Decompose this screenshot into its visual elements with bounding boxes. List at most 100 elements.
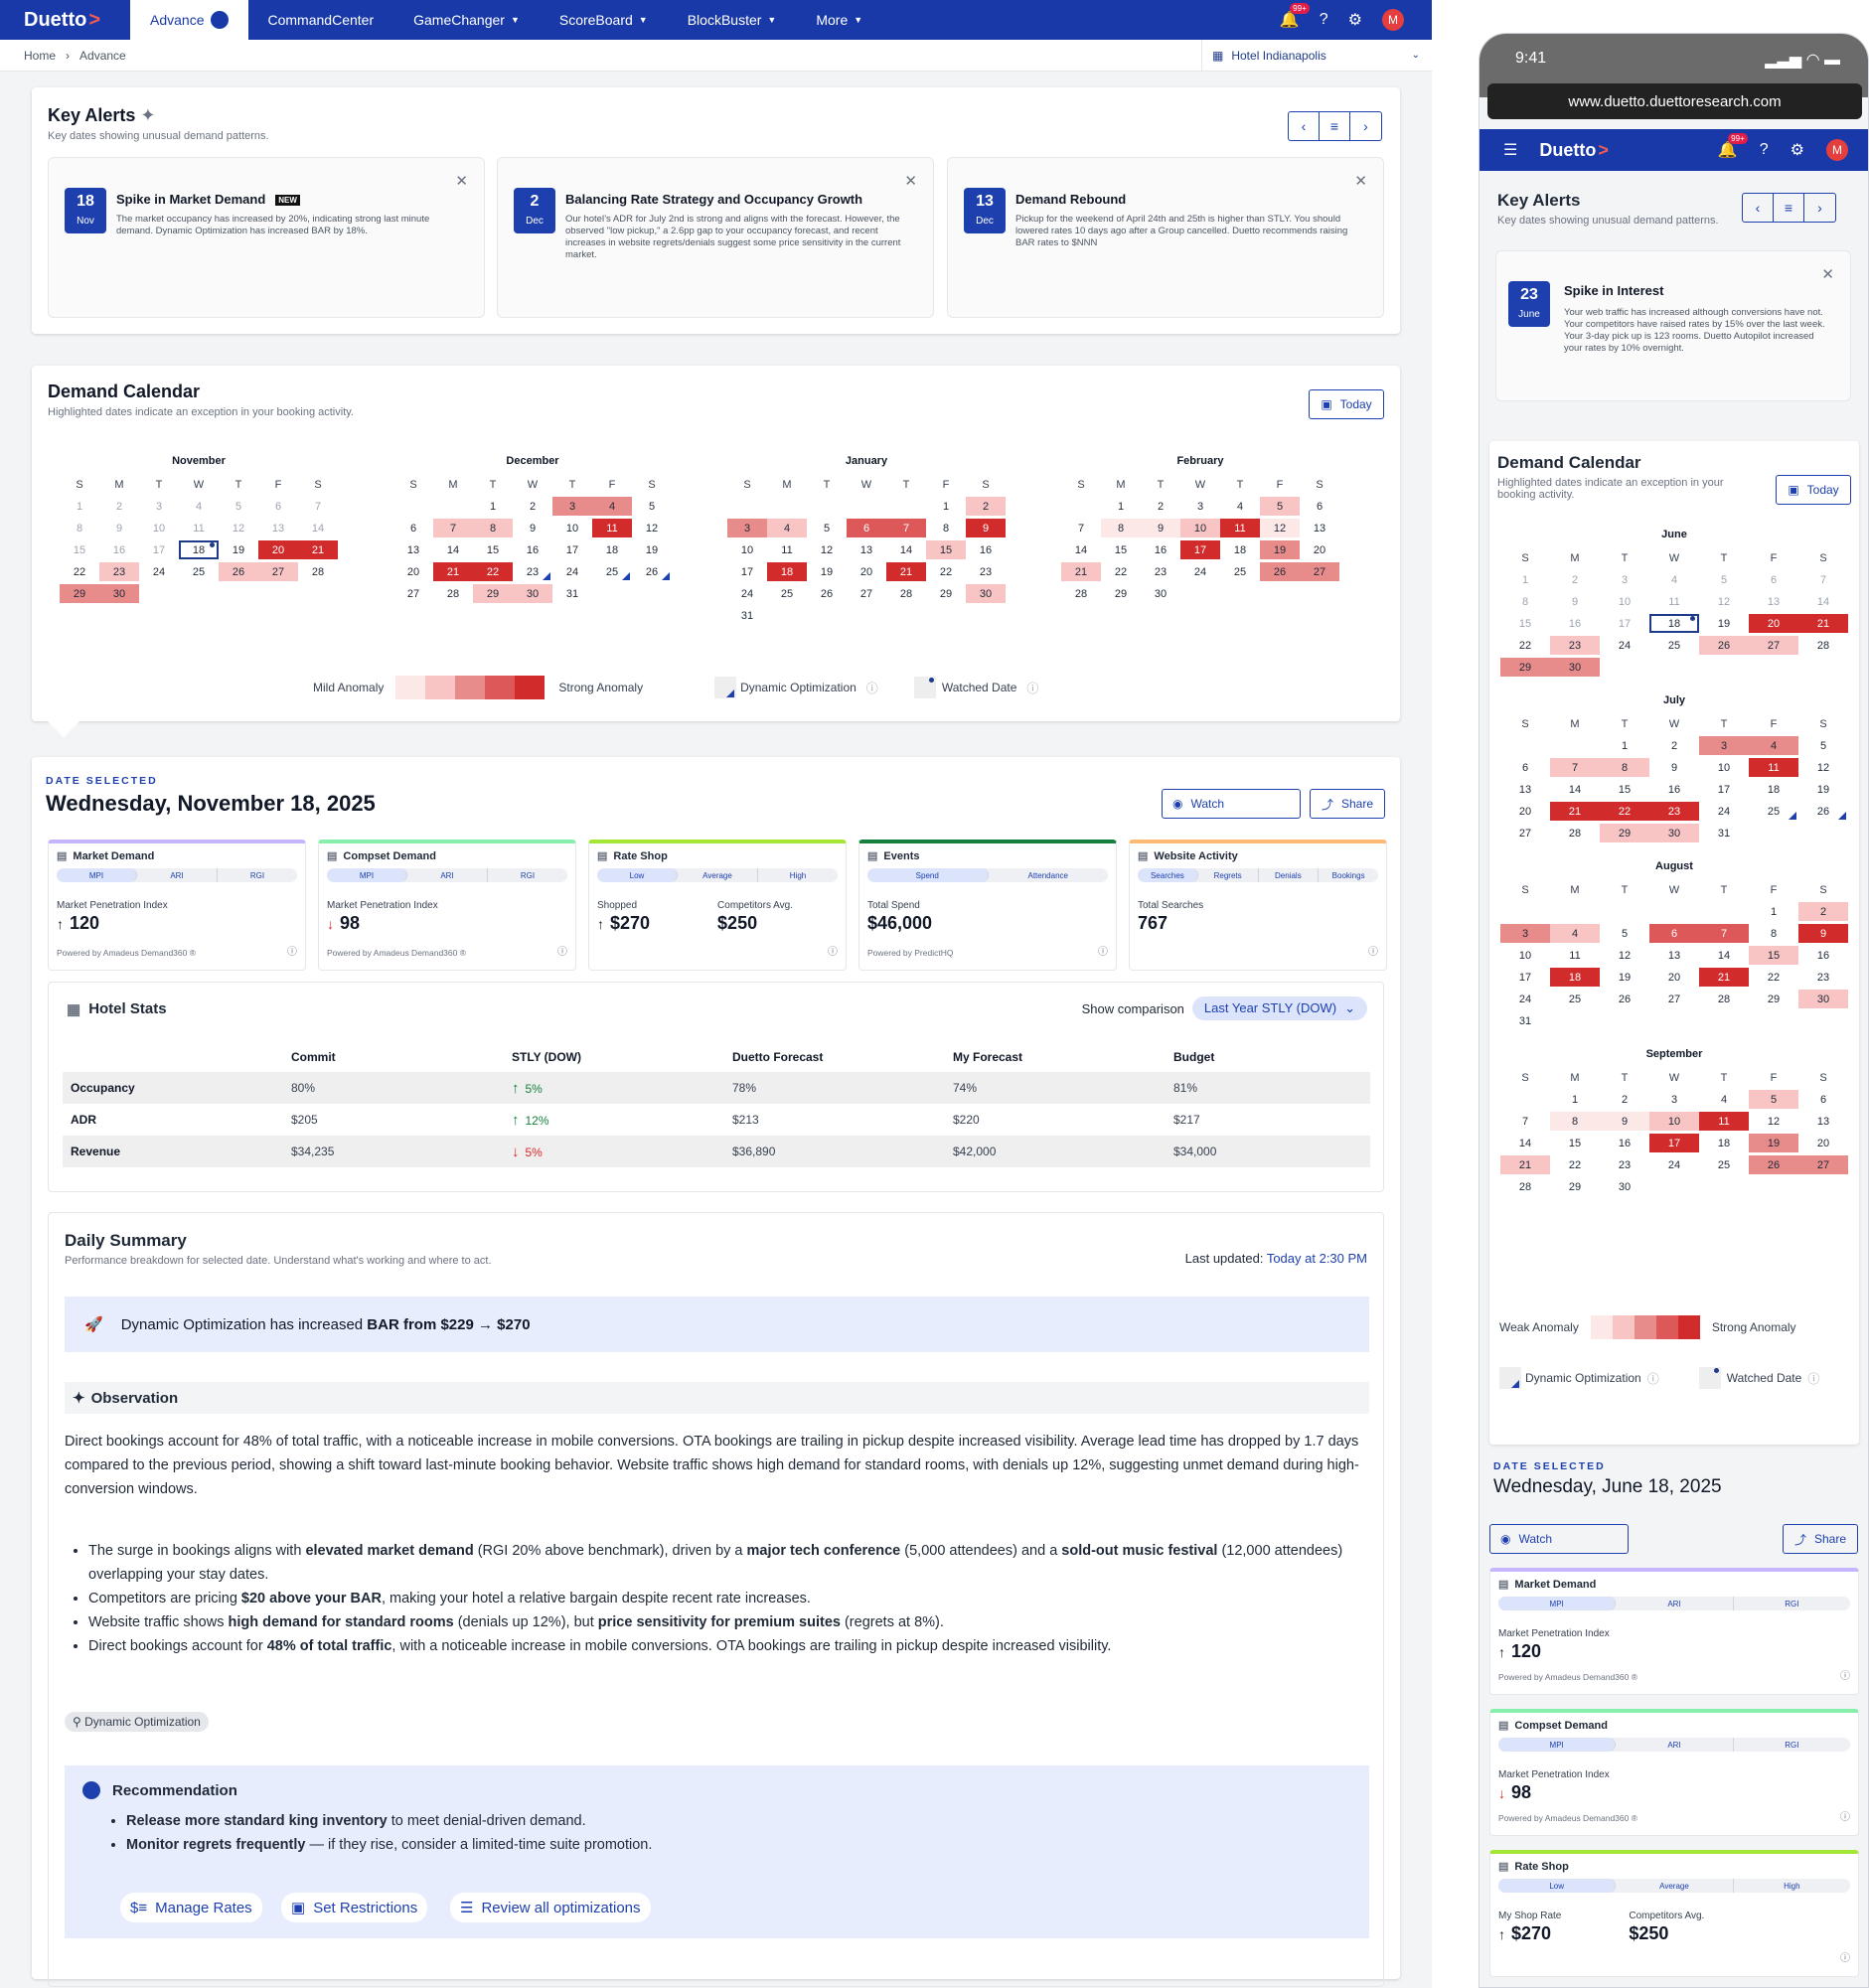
metric-card[interactable]: ▤ Market Demand MPI ARI RGI Market Penetratio… bbox=[48, 840, 306, 971]
info-icon[interactable]: ⓘ bbox=[828, 947, 838, 958]
day-cell[interactable]: 26 bbox=[1618, 993, 1632, 1005]
day-cell[interactable]: 31 bbox=[565, 587, 579, 600]
day-cell[interactable]: 19 bbox=[1717, 617, 1731, 630]
day-cell[interactable]: 17 bbox=[152, 543, 166, 556]
metric-tab[interactable]: ARI bbox=[137, 868, 218, 882]
day-cell[interactable]: 16 bbox=[1667, 783, 1681, 796]
day-cell[interactable]: 6 bbox=[1649, 924, 1699, 943]
metric-card[interactable]: ▤ Rate Shop Low Average High Shopped ↑ $270 Comp… bbox=[588, 840, 847, 971]
day-cell[interactable]: 26 bbox=[1749, 1155, 1798, 1174]
day-cell[interactable]: 23 bbox=[513, 562, 552, 581]
metric-tab[interactable]: MPI bbox=[1498, 1738, 1617, 1752]
metric-tab[interactable]: Attendance bbox=[1027, 870, 1068, 880]
day-cell[interactable]: 22 bbox=[473, 562, 513, 581]
day-cell[interactable]: 14 bbox=[1074, 543, 1088, 556]
metric-tab[interactable]: Searches bbox=[1138, 868, 1198, 882]
day-cell[interactable]: 11 bbox=[1668, 595, 1680, 608]
day-cell[interactable]: 6 bbox=[1316, 500, 1324, 513]
prev-icon[interactable]: ‹ bbox=[1743, 194, 1774, 222]
day-cell[interactable]: 1 bbox=[489, 500, 497, 513]
day-cell[interactable]: 5 bbox=[234, 500, 242, 513]
url-bar[interactable]: www.duetto.duettoresearch.com bbox=[1487, 83, 1862, 119]
day-cell[interactable]: 9 bbox=[1141, 519, 1180, 537]
day-cell[interactable]: 27 bbox=[406, 587, 420, 600]
day-cell[interactable]: 27 bbox=[1518, 827, 1532, 840]
day-cell[interactable]: 27 bbox=[1300, 562, 1339, 581]
day-cell[interactable]: 22 bbox=[939, 565, 953, 578]
day-cell[interactable]: 21 bbox=[1500, 1155, 1550, 1174]
day-cell[interactable]: 28 bbox=[1717, 993, 1731, 1005]
metric-card[interactable]: ▤ Compset Demand MPI ARI RGI Market Penetrati… bbox=[318, 840, 576, 971]
day-cell[interactable]: 2 bbox=[966, 497, 1006, 516]
day-cell[interactable]: 20 bbox=[1313, 543, 1326, 556]
day-cell[interactable]: 21 bbox=[1061, 562, 1101, 581]
metric-tab[interactable]: Denials bbox=[1259, 868, 1320, 882]
review-optimizations-button[interactable]: ☰ Review all optimizations bbox=[450, 1893, 651, 1922]
day-cell[interactable]: 22 bbox=[1518, 639, 1532, 652]
day-cell[interactable]: 8 bbox=[473, 519, 513, 537]
day-cell[interactable]: 12 bbox=[232, 522, 245, 535]
day-cell[interactable]: 24 bbox=[740, 587, 754, 600]
day-cell[interactable]: 24 bbox=[1518, 993, 1532, 1005]
day-cell[interactable]: 29 bbox=[939, 587, 953, 600]
day-cell[interactable]: 15 bbox=[1114, 543, 1128, 556]
day-cell[interactable]: 4 bbox=[767, 519, 807, 537]
alert-card[interactable]: 18 Nov Spike in Market Demand NEW The mark… bbox=[48, 157, 485, 318]
metric-card[interactable]: ▤ Compset Demand MPI ARI RGI Market Penetrati… bbox=[1489, 1709, 1859, 1836]
day-cell[interactable]: 6 bbox=[1770, 573, 1778, 586]
day-cell[interactable]: 27 bbox=[258, 562, 298, 581]
day-cell[interactable]: 30 bbox=[1154, 587, 1168, 600]
day-cell[interactable]: 4 bbox=[1236, 500, 1244, 513]
day-cell[interactable]: 20 bbox=[258, 540, 298, 559]
day-cell[interactable]: 12 bbox=[645, 522, 659, 535]
day-cell[interactable]: 26 bbox=[632, 562, 672, 581]
day-cell[interactable]: 29 bbox=[1114, 587, 1128, 600]
metric-tab[interactable]: MPI bbox=[327, 868, 407, 882]
day-cell[interactable]: 15 bbox=[1618, 783, 1632, 796]
info-icon[interactable]: ⓘ bbox=[1840, 1671, 1850, 1682]
day-cell[interactable]: 7 bbox=[1077, 522, 1085, 535]
list-icon[interactable]: ≡ bbox=[1774, 194, 1804, 222]
day-cell[interactable]: 16 bbox=[112, 543, 126, 556]
close-icon[interactable]: ✕ bbox=[1354, 173, 1367, 190]
info-icon[interactable]: ⓘ bbox=[557, 947, 567, 958]
notifications-bell-icon[interactable]: 🔔 99+ bbox=[1718, 133, 1748, 160]
day-cell[interactable]: 9 bbox=[1600, 1112, 1649, 1131]
day-cell[interactable]: 30 bbox=[99, 584, 139, 603]
day-cell[interactable]: 28 bbox=[1074, 587, 1088, 600]
metric-tab[interactable]: Average bbox=[678, 868, 758, 882]
day-cell[interactable]: 2 bbox=[1157, 500, 1165, 513]
day-cell[interactable]: 25 bbox=[1717, 1158, 1731, 1171]
avatar[interactable]: M bbox=[1826, 139, 1848, 161]
day-cell[interactable]: 21 bbox=[1550, 802, 1600, 821]
day-cell[interactable]: 20 bbox=[1816, 1137, 1830, 1149]
day-cell[interactable]: 9 bbox=[1670, 761, 1678, 774]
day-cell[interactable]: 12 bbox=[1717, 595, 1731, 608]
day-cell[interactable]: 3 bbox=[155, 500, 163, 513]
day-cell[interactable]: 24 bbox=[1193, 565, 1207, 578]
day-cell[interactable]: 30 bbox=[1550, 658, 1600, 677]
metric-tab[interactable]: High bbox=[789, 870, 807, 880]
day-cell[interactable]: 4 bbox=[592, 497, 632, 516]
day-cell[interactable]: 16 bbox=[1568, 617, 1582, 630]
metric-card[interactable]: ▤ Events Spend Attendance Total Spend $46,000… bbox=[858, 840, 1117, 971]
day-cell[interactable]: 19 bbox=[1618, 971, 1632, 984]
day-cell[interactable]: 26 bbox=[1260, 562, 1300, 581]
day-cell[interactable]: 26 bbox=[1798, 802, 1848, 821]
duetto-logo[interactable]: Duetto > bbox=[24, 8, 101, 31]
day-cell[interactable]: 12 bbox=[1767, 1115, 1781, 1128]
day-cell[interactable]: 18 bbox=[179, 540, 219, 559]
metric-tab[interactable]: RGI bbox=[1785, 1599, 1799, 1608]
day-cell[interactable]: 14 bbox=[899, 543, 913, 556]
close-icon[interactable]: ✕ bbox=[1821, 266, 1834, 283]
day-cell[interactable]: 9 bbox=[1571, 595, 1579, 608]
day-cell[interactable]: 22 bbox=[1114, 565, 1128, 578]
day-cell[interactable]: 19 bbox=[1749, 1134, 1798, 1152]
metric-tab[interactable]: Regrets bbox=[1198, 868, 1259, 882]
help-icon[interactable]: ? bbox=[1319, 11, 1328, 28]
day-cell[interactable]: 12 bbox=[1618, 949, 1632, 962]
day-cell[interactable]: 25 bbox=[1568, 993, 1582, 1005]
day-cell[interactable]: 5 bbox=[1819, 739, 1827, 752]
day-cell[interactable]: 4 bbox=[195, 500, 203, 513]
day-cell[interactable]: 24 bbox=[152, 565, 166, 578]
